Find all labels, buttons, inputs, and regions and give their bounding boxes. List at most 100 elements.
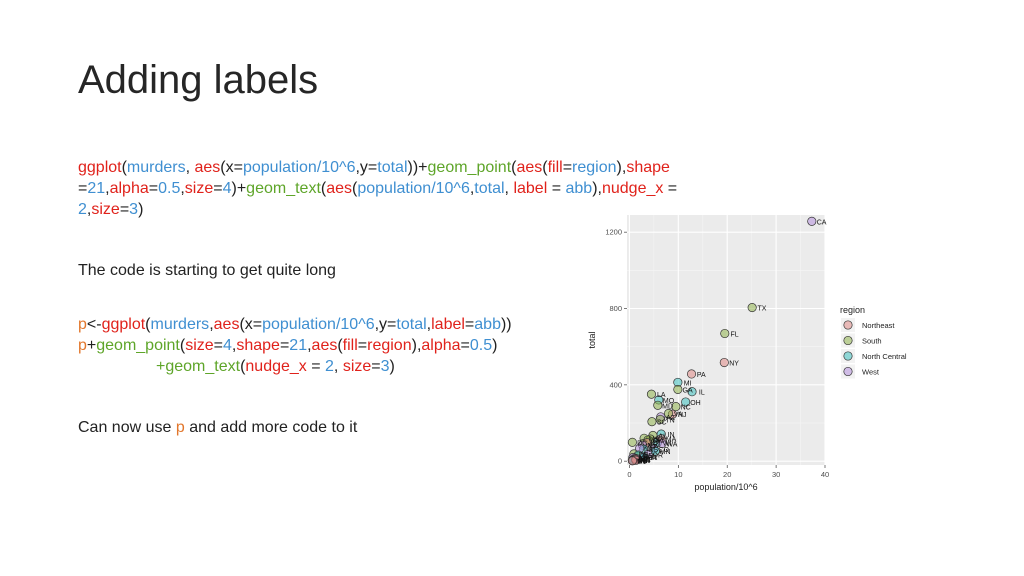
code-token: =: [464, 316, 475, 333]
code-token: label: [431, 316, 465, 333]
point-label: IN: [668, 432, 675, 439]
code-token: ),: [592, 180, 602, 197]
code-token: shape: [626, 159, 670, 176]
code-token: size: [342, 358, 372, 375]
code-token: ,: [231, 337, 237, 354]
code-line-3: +geom_text(nudge_x = 2, size=3): [78, 356, 512, 377]
code-token: =: [279, 337, 290, 354]
code-token: population/10^6: [242, 159, 356, 176]
data-point: [653, 400, 663, 410]
code-token: )): [500, 316, 512, 333]
code-line-1: p<-ggplot(murders,aes(x=population/10^6,…: [78, 314, 512, 335]
code-token: fill: [342, 337, 358, 354]
code-token: =: [371, 358, 381, 375]
code-token: population/10^6: [357, 180, 470, 197]
legend-label: South: [862, 336, 882, 345]
code-token: size: [185, 337, 214, 354]
data-point: [686, 369, 697, 379]
point-label: TN: [665, 417, 674, 424]
y-tick-label: 400: [609, 380, 622, 389]
code-token: size: [184, 180, 214, 197]
x-tick-label: 10: [674, 470, 682, 479]
code-token: (: [511, 159, 517, 176]
code-token: population/10^6: [262, 316, 375, 333]
code-token: ),: [411, 337, 422, 354]
code-token: ,y=: [355, 159, 378, 176]
point-label: IL: [699, 390, 705, 397]
code-block-p: p<-ggplot(murders,aes(x=population/10^6,…: [78, 314, 512, 377]
slide-title: Adding labels: [78, 58, 319, 102]
code-token: total: [377, 159, 408, 176]
code-token: ): [492, 337, 498, 354]
point-label: WY: [637, 458, 649, 465]
code-token: =: [460, 337, 470, 354]
point-label: MD: [662, 403, 673, 410]
point-label: SD: [638, 458, 648, 465]
data-point: [747, 303, 757, 313]
code-token: 21: [289, 337, 308, 354]
code-token: nudge_x: [245, 358, 307, 375]
data-point: [719, 357, 729, 368]
data-point: [681, 397, 691, 407]
point-label: ND: [638, 458, 648, 465]
point-label: UT: [648, 455, 658, 462]
legend-title: region: [840, 305, 865, 315]
point-label: WV: [643, 454, 655, 461]
code-token: ,: [333, 358, 343, 375]
code-token: +: [156, 358, 166, 375]
code-token: =: [547, 180, 566, 197]
code-line-2: =21,alpha=0.5,size=4)+geom_text(aes(popu…: [78, 178, 748, 199]
code-token: =: [562, 159, 573, 176]
point-label: NC: [681, 405, 691, 412]
data-point: [657, 438, 667, 448]
point-label: NH: [641, 458, 651, 465]
code-token: =: [306, 358, 326, 375]
code-block-ggplot: ggplot(murders, aes(x=population/10^6,y=…: [78, 157, 748, 220]
code-token: ),: [616, 159, 627, 176]
x-tick-label: 0: [627, 470, 631, 479]
legend-swatch: [843, 320, 853, 330]
code-token: ): [138, 201, 144, 218]
point-label: NJ: [678, 412, 687, 419]
point-label: SC: [657, 420, 667, 427]
code-token: =: [213, 180, 223, 197]
code-token: ,: [426, 316, 432, 333]
y-tick-label: 0: [618, 457, 622, 466]
code-line-3: 2,size=3): [78, 199, 748, 220]
point-label: CA: [817, 219, 827, 226]
data-point: [671, 402, 681, 412]
code-token: 4: [223, 337, 232, 354]
legend-swatch: [843, 366, 853, 377]
point-label: MT: [639, 457, 650, 464]
code-token: geom_text: [165, 358, 241, 375]
data-point: [673, 384, 683, 394]
y-axis-title: total: [587, 331, 597, 348]
code-token: ,y=: [374, 316, 397, 333]
data-point: [655, 414, 665, 424]
code-token: ,: [504, 180, 514, 197]
code-token: ,: [307, 337, 312, 354]
code-token: =: [357, 337, 368, 354]
code-token: ,: [105, 180, 110, 197]
code-token: 3: [129, 201, 139, 218]
point-label: OH: [690, 400, 701, 407]
code-token: =: [663, 180, 678, 197]
point-label: LA: [657, 392, 666, 399]
point-label: TX: [757, 306, 766, 313]
code-token: aes: [326, 180, 353, 197]
point-label: ME: [640, 457, 651, 464]
point-label: NM: [644, 446, 655, 453]
code-token: )+: [231, 180, 247, 197]
legend-label: West: [862, 367, 880, 376]
point-label: RI: [641, 456, 648, 463]
point-label: NV: [648, 443, 658, 450]
point-label: CT: [652, 441, 662, 448]
code-token: abb: [565, 180, 593, 197]
code-token: (: [145, 316, 151, 333]
point-label: MS: [649, 436, 660, 443]
code-token: aes: [194, 159, 221, 176]
point-label: PA: [697, 372, 706, 379]
point-label: HI: [643, 458, 650, 465]
code-token: (: [121, 159, 127, 176]
legend-label: North Central: [862, 352, 907, 361]
